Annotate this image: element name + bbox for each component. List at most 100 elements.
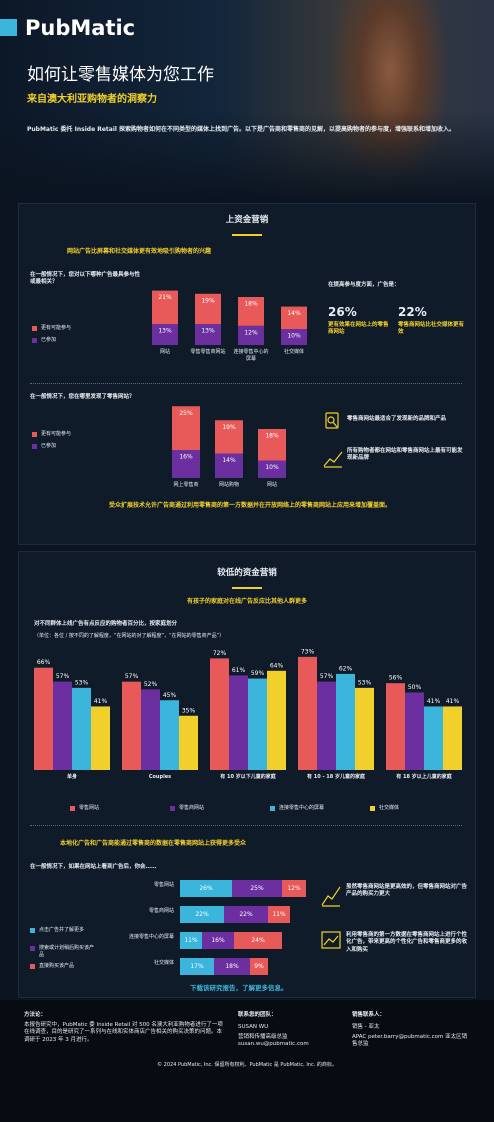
category-label: 社交媒体 [283, 349, 304, 355]
value-label: 64% [270, 662, 284, 669]
bar-segment [152, 324, 178, 345]
stat-text: 更有效果在网站上的零售商网站 [328, 322, 389, 336]
category-label: 有 18 岁以上儿童的家庭 [396, 774, 452, 780]
legend-swatch [70, 806, 75, 811]
legend-label: 连接零售中心的屏幕 [279, 805, 325, 811]
value-label: 45% [163, 692, 177, 699]
copyright: © 2024 PubMatic, Inc. 保留所有权利。PubMatic 是 … [157, 1062, 337, 1068]
icon [321, 412, 343, 949]
bar-segment [215, 420, 243, 454]
bar [72, 687, 91, 770]
value-label: 11% [272, 911, 286, 918]
download-link[interactable]: 下载该研究报告，了解更多信息。 [190, 984, 288, 992]
bar-segment [234, 932, 282, 949]
value-label: 21% [158, 294, 172, 301]
bar-segment [281, 306, 307, 329]
legend-label: 零售商网站 [179, 805, 205, 811]
category-label: 有 10 - 18 岁儿童的家庭 [307, 774, 365, 780]
bar-segment [180, 906, 224, 923]
legend-swatch [32, 338, 37, 343]
footer-text: SUSAN WU [238, 1024, 269, 1030]
value-label: 22% [195, 911, 209, 918]
value-label: 14% [222, 457, 236, 464]
bar-segment [258, 460, 286, 478]
value-label: 10% [287, 333, 301, 340]
chart-question: 在一般情况下，您在哪里发现了零售网站？ [30, 394, 135, 400]
bar-segment [281, 329, 307, 345]
bar [355, 687, 374, 770]
bar-segment [238, 325, 264, 345]
value-label: 16% [179, 454, 193, 461]
legend-swatch [32, 444, 37, 449]
value-label: 52% [144, 681, 158, 688]
bar [443, 706, 462, 770]
category-label: 网站购物 [218, 482, 239, 488]
legend-label: 直接购买该产品 [39, 963, 75, 969]
underline [232, 234, 262, 236]
bar [336, 673, 355, 770]
bar [248, 678, 267, 770]
category-label: 网站 [159, 349, 170, 355]
bar-segment [180, 880, 232, 897]
legend-swatch [270, 806, 275, 811]
divider [30, 383, 462, 384]
value-label: 61% [232, 667, 246, 674]
intro: PubMatic 委托 Inside Retail 探索购物者如何在不同类型的媒… [27, 126, 456, 133]
stat-text: 零售商网站比社交媒体更有效 [398, 322, 465, 336]
bar-segment [172, 406, 200, 450]
bar [298, 656, 317, 770]
legend-label: 零售网站 [79, 805, 100, 811]
value-label: 62% [339, 665, 353, 672]
value-label: 41% [94, 698, 108, 705]
value-label: 50% [408, 684, 422, 691]
legend-label: 更有可能参与 [41, 325, 72, 331]
footer-text: 销售 - 亚太 [352, 1024, 380, 1030]
footer-heading: 联系您的团队： [238, 1012, 277, 1018]
legend-label: 点击广告并了解更多 [39, 927, 85, 933]
bar-segment [282, 880, 306, 897]
value-label: 16% [211, 937, 225, 944]
value-label: 57% [125, 673, 139, 680]
bar-segment [152, 290, 178, 325]
value-label: 14% [287, 310, 301, 317]
stat-figure: 22% [398, 305, 427, 319]
value-label: 10% [265, 464, 279, 471]
legend-swatch [32, 326, 37, 331]
chart-title: 网站广告比屏幕和社交媒体更有效地吸引购物者的兴趣 [67, 248, 212, 255]
chart-note: （单位：各位 / 按不同的了解程度，“在网站的对了解程度”，“在网站的零售商产品… [34, 633, 225, 639]
legend-label: 已参加 [41, 337, 57, 343]
footer-text: APAC peter.barry@pubmatic.com 亚太区销售总监 [352, 1034, 468, 1048]
category-label: 单身 [66, 774, 77, 780]
note: 零售商网站最适合了发现新的品牌和产品 [347, 416, 447, 422]
chart-question: 对不同群体上线广告有点反应的购物者百分比，按家庭划分 [34, 621, 178, 627]
bar [317, 681, 336, 770]
bar [141, 689, 160, 770]
stat-figure: 26% [328, 305, 357, 319]
value-label: 25% [250, 885, 264, 892]
upper-heading: 上资金营销 [225, 215, 269, 225]
value-label: 19% [201, 297, 215, 304]
legend-swatch [370, 806, 375, 811]
underline [232, 587, 262, 589]
bar [267, 670, 286, 770]
chart-question: 在一般情况下，您对以下哪种广告最具参与性或最相关？ [30, 272, 141, 286]
bar-segment [232, 880, 282, 897]
value-label: 41% [427, 698, 441, 705]
bar-segment [238, 297, 264, 326]
category-label: 社交媒体 [153, 960, 174, 966]
chart-title: 本地化广告和广告商能通过零售商的数据在零售商网站上获得更多受众 [60, 840, 247, 847]
footer-heading: 方法论： [24, 1012, 47, 1018]
bar [53, 681, 72, 770]
legend-swatch [30, 964, 35, 969]
value-label: 53% [75, 679, 89, 686]
bar [160, 700, 179, 770]
value-label: 19% [222, 424, 236, 431]
category-label: 零售商网站 [148, 908, 174, 914]
category-label: 零售网站 [153, 882, 174, 888]
legend-swatch [170, 806, 175, 811]
value-label: 9% [254, 963, 264, 970]
bar [34, 667, 53, 770]
value-label: 53% [358, 679, 372, 686]
lower-heading: 较低的资金营销 [217, 568, 277, 578]
